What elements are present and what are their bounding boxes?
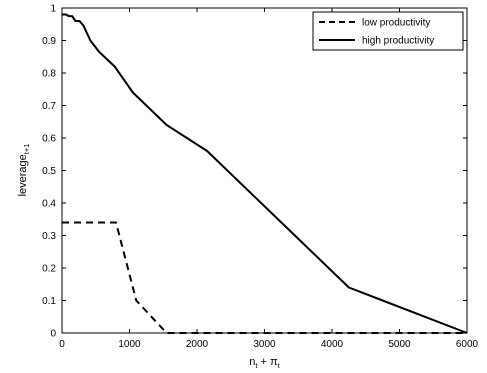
- y-tick-label: 0.2: [42, 264, 56, 275]
- legend-box: [312, 11, 464, 51]
- y-tick-label: 0: [50, 329, 56, 340]
- series-line-low-productivity: [62, 221, 467, 334]
- x-tick-label: 5000: [388, 339, 411, 350]
- y-tick-label: 0.6: [42, 134, 56, 145]
- x-tick-label: 1000: [118, 339, 141, 350]
- plot-area: [61, 7, 468, 334]
- x-tick-label: 0: [59, 339, 65, 350]
- y-tick-label: 1: [50, 4, 56, 15]
- y-tick-label: 0.9: [42, 36, 56, 47]
- series-line-high-productivity: [62, 13, 468, 334]
- y-tick-label: 0.7: [42, 101, 56, 112]
- x-tick-label: 3000: [253, 339, 276, 350]
- axis-ticks: 0 1000 2000 3000 4000 5000 6000 0 0.1 0.2 0.3 0.4 0.…: [42, 4, 478, 351]
- series-layer: [62, 13, 468, 334]
- y-axis-label: leveraget+1: [17, 144, 31, 197]
- y-tick-label: 0.4: [42, 199, 56, 210]
- x-tick-label: 6000: [456, 339, 479, 350]
- x-axis-label: nt + πt: [249, 356, 280, 370]
- y-tick-label: 0.3: [42, 231, 56, 242]
- y-tick-label: 0.1: [42, 296, 56, 307]
- legend-label-low-productivity: low productivity: [362, 18, 430, 29]
- x-tick-label: 2000: [186, 339, 209, 350]
- x-tick-label: 4000: [321, 339, 344, 350]
- y-tick-label: 0.8: [42, 69, 56, 80]
- y-tick-label: 0.5: [42, 166, 56, 177]
- legend: low productivity high productivity: [312, 11, 464, 51]
- legend-label-high-productivity: high productivity: [362, 36, 434, 47]
